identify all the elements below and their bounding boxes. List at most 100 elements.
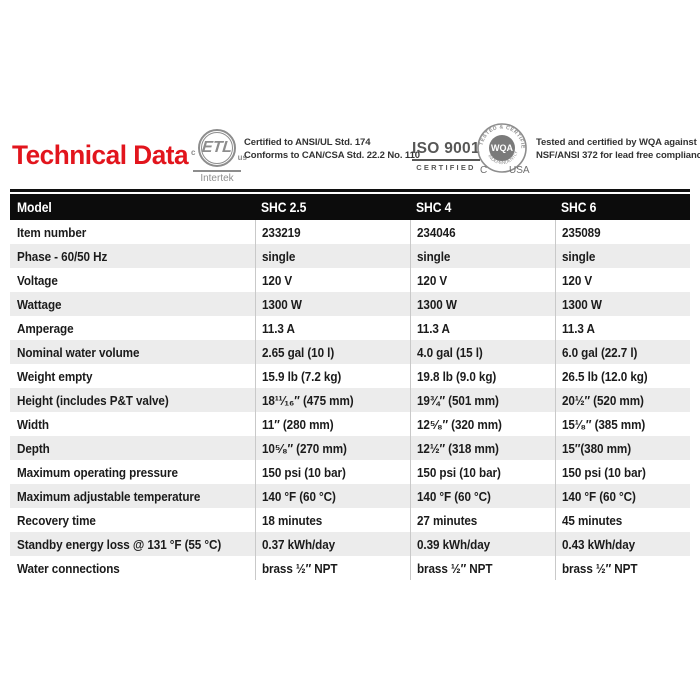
row-value: 235089 <box>555 220 690 244</box>
etl-certification-text: Certified to ANSI/UL Std. 174 Conforms t… <box>244 136 420 162</box>
row-value: 11.3 A <box>555 316 690 340</box>
iso-certified-text: CERTIFIED <box>416 163 476 172</box>
row-value: 15.9 lb (7.2 kg) <box>255 364 410 388</box>
row-value: 150 psi (10 bar) <box>410 460 555 484</box>
table-row: Weight empty 15.9 lb (7.2 kg) 19.8 lb (9.0… <box>10 364 690 388</box>
row-value: 120 V <box>555 268 690 292</box>
etl-us-mark: us <box>237 153 247 162</box>
row-value: 1300 W <box>410 292 555 316</box>
row-value: 140 °F (60 °C) <box>255 484 410 508</box>
row-value: 0.37 kWh/day <box>255 532 410 556</box>
row-value: 120 V <box>410 268 555 292</box>
table-row: Standby energy loss @ 131 °F (55 °C) 0.37… <box>10 532 690 556</box>
row-label: Height (includes P&T valve) <box>17 392 169 408</box>
row-label: Item number <box>17 224 87 240</box>
column-header-shc6: SHC 6 <box>561 199 597 215</box>
iso-9001-badge: ISO 9001 CERTIFIED <box>412 140 480 172</box>
column-header-shc25: SHC 2.5 <box>261 199 307 215</box>
etl-intertek-logo: ETL c us <box>191 129 247 167</box>
row-label: Recovery time <box>17 512 96 528</box>
table-row: Water connections brass ½″ NPT brass ½″ NP… <box>10 556 690 580</box>
wqa-center-text: WQA <box>491 143 513 153</box>
row-label: Standby energy loss @ 131 °F (55 °C) <box>17 536 222 552</box>
row-value: brass ½″ NPT <box>555 556 690 580</box>
column-header-model: Model <box>17 199 52 215</box>
table-top-rule <box>10 189 690 192</box>
row-value: 20½″ (520 mm) <box>555 388 690 412</box>
row-value: 6.0 gal (22.7 l) <box>555 340 690 364</box>
table-row: Item number 233219 234046 235089 <box>10 220 690 244</box>
row-label: Amperage <box>17 320 74 336</box>
row-value: 4.0 gal (15 l) <box>410 340 555 364</box>
table-row: Phase - 60/50 Hz single single single <box>10 244 690 268</box>
table-row: Wattage 1300 W 1300 W 1300 W <box>10 292 690 316</box>
row-value: single <box>555 244 690 268</box>
column-header-shc4: SHC 4 <box>416 199 452 215</box>
row-value: brass ½″ NPT <box>255 556 410 580</box>
row-value: 0.43 kWh/day <box>555 532 690 556</box>
row-label: Weight empty <box>17 368 93 384</box>
row-value: 10⁵⁄₈″ (270 mm) <box>255 436 410 460</box>
row-value: 0.39 kWh/day <box>410 532 555 556</box>
row-value: 18 minutes <box>255 508 410 532</box>
page-title: Technical Data <box>12 140 189 170</box>
row-value: 19¾″ (501 mm) <box>410 388 555 412</box>
row-value: 15″(380 mm) <box>555 436 690 460</box>
row-value: single <box>410 244 555 268</box>
wqa-usa-mark: USA <box>509 165 530 176</box>
table-row: Voltage 120 V 120 V 120 V <box>10 268 690 292</box>
row-label: Voltage <box>17 272 58 288</box>
row-label: Maximum adjustable temperature <box>17 488 201 504</box>
etl-cert-line-2: Conforms to CAN/CSA Std. 22.2 No. 110 <box>244 150 420 161</box>
row-label: Phase - 60/50 Hz <box>17 248 108 264</box>
row-value: 1300 W <box>255 292 410 316</box>
etl-cert-line-1: Certified to ANSI/UL Std. 174 <box>244 137 371 148</box>
row-value: 150 psi (10 bar) <box>255 460 410 484</box>
row-value: 27 minutes <box>410 508 555 532</box>
table-row: Width 11″ (280 mm) 12⁵⁄₈″ (320 mm) 15¹⁄₈″ (… <box>10 412 690 436</box>
row-label: Nominal water volume <box>17 344 140 360</box>
row-value: 18¹¹⁄₁₆″ (475 mm) <box>255 388 410 412</box>
wqa-cert-line-2: NSF/ANSI 372 for lead free compliance <box>536 150 700 161</box>
row-value: 45 minutes <box>555 508 690 532</box>
row-value: 2.65 gal (10 l) <box>255 340 410 364</box>
row-value: 26.5 lb (12.0 kg) <box>555 364 690 388</box>
etl-mark-text: ETL <box>201 139 234 156</box>
row-value: 12⁵⁄₈″ (320 mm) <box>410 412 555 436</box>
row-label: Water connections <box>17 560 120 576</box>
row-label: Wattage <box>17 296 62 312</box>
iso-9001-text: ISO 9001 <box>412 140 480 161</box>
table-row: Recovery time 18 minutes 27 minutes 45 minu… <box>10 508 690 532</box>
row-value: 120 V <box>255 268 410 292</box>
table-body: Item number 233219 234046 235089 Phase - 60/… <box>10 220 690 580</box>
row-value: 233219 <box>255 220 410 244</box>
table-row: Nominal water volume 2.65 gal (10 l) 4.0 g… <box>10 340 690 364</box>
table-header-row: Model SHC 2.5 SHC 4 SHC 6 <box>10 194 690 220</box>
wqa-seal-icon: TESTED & CERTIFIED INDEPENDENTLY WQA <box>476 122 527 173</box>
row-value: brass ½″ NPT <box>410 556 555 580</box>
row-value: 1300 W <box>555 292 690 316</box>
row-label: Depth <box>17 440 50 456</box>
wqa-cert-line-1: Tested and certified by WQA against <box>536 137 697 148</box>
wqa-certification-text: Tested and certified by WQA against NSF/… <box>536 136 700 162</box>
row-value: 12½″ (318 mm) <box>410 436 555 460</box>
table-row: Maximum operating pressure 150 psi (10 ba… <box>10 460 690 484</box>
table-row: Depth 10⁵⁄₈″ (270 mm) 12½″ (318 mm) 15″(380… <box>10 436 690 460</box>
row-value: 140 °F (60 °C) <box>410 484 555 508</box>
table-row: Amperage 11.3 A 11.3 A 11.3 A <box>10 316 690 340</box>
row-value: single <box>255 244 410 268</box>
row-value: 11.3 A <box>255 316 410 340</box>
table-row: Height (includes P&T valve) 18¹¹⁄₁₆″ (475… <box>10 388 690 412</box>
row-value: 234046 <box>410 220 555 244</box>
row-value: 11″ (280 mm) <box>255 412 410 436</box>
row-value: 150 psi (10 bar) <box>555 460 690 484</box>
row-value: 15¹⁄₈″ (385 mm) <box>555 412 690 436</box>
row-value: 140 °F (60 °C) <box>555 484 690 508</box>
spec-table: Model SHC 2.5 SHC 4 SHC 6 Item number 233… <box>10 189 690 580</box>
row-value: 19.8 lb (9.0 kg) <box>410 364 555 388</box>
intertek-wordmark: Intertek <box>193 170 241 184</box>
row-label: Maximum operating pressure <box>17 464 178 480</box>
row-label: Width <box>17 416 49 432</box>
wqa-canada-mark: C <box>480 165 488 176</box>
